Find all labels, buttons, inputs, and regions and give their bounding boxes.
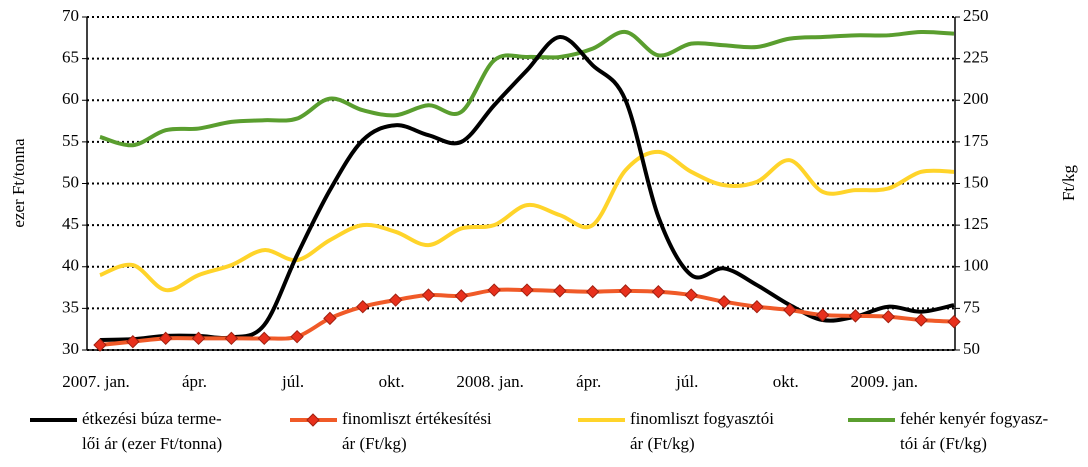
legend-item: étkezési búza terme-lői ár (ezer Ft/tonn… (30, 409, 222, 453)
data-point (454, 289, 469, 303)
data-point (520, 283, 534, 297)
y-tick-label: 35 (62, 297, 79, 316)
data-point (750, 300, 764, 314)
data-point (487, 283, 501, 297)
data-point (684, 288, 698, 302)
y2-tick-label: 150 (963, 172, 989, 191)
data-point (914, 313, 928, 327)
series-line (99, 149, 955, 293)
data-point (388, 293, 403, 307)
data-point (158, 331, 173, 346)
data-point (323, 311, 337, 326)
x-tick-label: júl. (675, 372, 698, 391)
x-tick-label: júl. (281, 372, 304, 391)
legend-item: fehér kenyér fogyasz-tói ár (Ft/kg) (848, 409, 1049, 453)
x-tick-label: 2007. jan. (62, 372, 130, 391)
data-point (421, 288, 436, 302)
y-tick-label: 50 (62, 172, 79, 191)
y2-tick-label: 225 (963, 48, 989, 67)
y-tick-label: 70 (62, 6, 79, 25)
data-point (356, 300, 370, 314)
data-point (651, 285, 666, 299)
data-point (553, 284, 567, 298)
legend-label-line: lői ár (ezer Ft/tonna) (82, 434, 222, 453)
data-point (93, 338, 107, 352)
legend-label-line: tói ár (Ft/kg) (900, 434, 987, 453)
legend-label: étkezési búza terme-lői ár (ezer Ft/tonn… (82, 409, 222, 453)
legend-label-line: fehér kenyér fogyasz- (900, 409, 1049, 428)
y-tick-label: 60 (62, 89, 79, 108)
x-tick-label: okt. (773, 372, 799, 391)
y-tick-label: 30 (62, 339, 79, 358)
legend-item: finomliszt értékesítési ár (Ft/kg) (290, 409, 492, 453)
y2-tick-label: 200 (963, 89, 989, 108)
y2-tick-label: 50 (963, 339, 980, 358)
legend-label: finomliszt értékesítési ár (Ft/kg) (342, 409, 492, 453)
legend-label: finomliszt fogyasztói ár (Ft/kg) (630, 409, 774, 453)
data-point (815, 308, 830, 322)
legend-label-line: finomliszt értékesítési (342, 409, 492, 428)
x-tick-label: 2009. jan. (851, 372, 919, 391)
series-line (99, 29, 955, 148)
y-tick-label: 55 (62, 131, 79, 150)
legend-label-line: étkezési búza terme- (82, 409, 222, 428)
legend-item: finomliszt fogyasztói ár (Ft/kg) (578, 409, 774, 453)
data-point (585, 285, 600, 299)
y2-tick-label: 125 (963, 214, 989, 233)
y2-tick-label: 75 (963, 297, 980, 316)
legend-marker (306, 413, 320, 427)
data-point (848, 309, 863, 323)
data-point (947, 314, 961, 329)
y2-tick-label: 100 (963, 256, 989, 275)
data-point (290, 329, 304, 344)
y-tick-label: 65 (62, 48, 79, 67)
legend-label-line: ár (Ft/kg) (342, 434, 407, 453)
y2-tick-label: 250 (963, 6, 989, 25)
legend-label-line: ár (Ft/kg) (630, 434, 695, 453)
data-point (224, 331, 239, 346)
data-point (257, 331, 271, 346)
y-tick-label: 45 (62, 214, 79, 233)
legend-label: fehér kenyér fogyasz-tói ár (Ft/kg) (900, 409, 1049, 453)
data-point (717, 295, 731, 309)
x-tick-label: okt. (379, 372, 405, 391)
y2-tick-label: 175 (963, 131, 989, 150)
data-point (881, 309, 896, 324)
data-point (126, 334, 140, 349)
x-tick-label: ápr. (576, 372, 601, 391)
legend-label-line: finomliszt fogyasztói (630, 409, 774, 428)
y-axis-label: ezer Ft/tonna (9, 138, 28, 228)
y2-axis-label: Ft/kg (1059, 165, 1078, 201)
y-tick-label: 40 (62, 256, 79, 275)
data-point (191, 331, 206, 346)
data-point (783, 303, 797, 317)
x-tick-label: 2008. jan. (456, 372, 524, 391)
x-tick-label: ápr. (182, 372, 207, 391)
data-point (618, 284, 633, 298)
